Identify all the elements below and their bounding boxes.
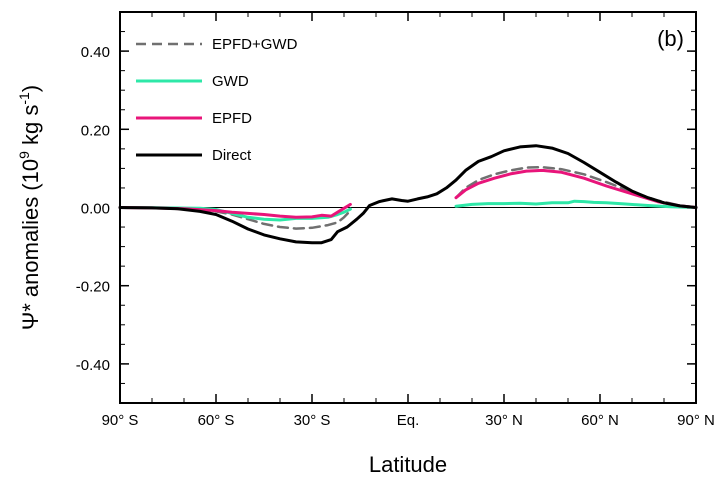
series-layer: [118, 144, 698, 245]
x-tick-label: 90° N: [677, 412, 715, 429]
x-tick-label: 30° S: [294, 412, 331, 429]
legend: EPFD+GWD GWD EPFD Direct: [136, 36, 298, 164]
x-tick-label: Eq.: [397, 412, 420, 429]
y-axis-title-exp2: -1: [16, 92, 32, 105]
y-axis-title-prefix: Ψ* anomalies (10: [18, 159, 43, 330]
x-tick-label: 30° N: [485, 412, 523, 429]
legend-label: EPFD: [212, 110, 252, 127]
legend-label: GWD: [212, 73, 249, 90]
y-axis-title-exp1: 9: [16, 151, 32, 159]
panel-label: (b): [657, 26, 684, 51]
tick-layer: 0.40 0.20 0.00 -0.20 -0.40 90° S 60° S 30° S Eq.…: [76, 11, 715, 429]
series-line-gwd-1: [454, 199, 698, 209]
y-tick-label: 0.20: [81, 122, 110, 139]
legend-label: Direct: [212, 147, 252, 164]
x-tick-label: 60° S: [198, 412, 235, 429]
x-axis-title: Latitude: [369, 452, 447, 477]
y-tick-label: -0.20: [76, 279, 110, 296]
y-axis-title-mid: kg s: [18, 105, 43, 151]
y-tick-label: 0.00: [81, 201, 110, 218]
y-tick-label: -0.40: [76, 357, 110, 374]
y-tick-label: 0.40: [81, 44, 110, 61]
x-tick-label: 90° S: [102, 412, 139, 429]
legend-label: EPFD+GWD: [212, 36, 298, 53]
series-line-direct-0: [118, 144, 698, 245]
y-axis-title: Ψ* anomalies (109 kg s-1): [16, 85, 43, 330]
x-tick-label: 60° N: [581, 412, 619, 429]
y-axis-title-suffix: ): [18, 85, 43, 92]
